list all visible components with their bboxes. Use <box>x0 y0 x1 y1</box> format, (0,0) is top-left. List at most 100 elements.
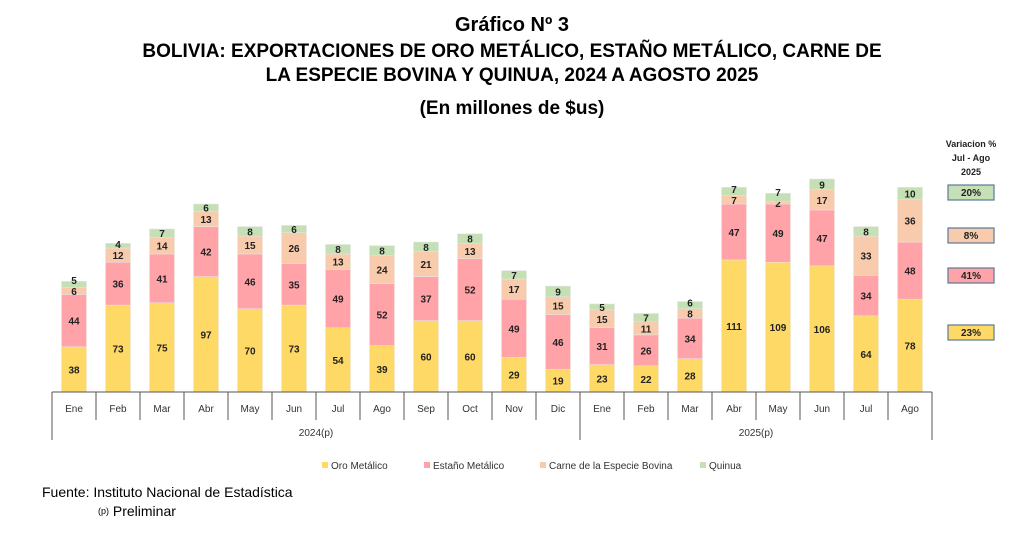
data-label: 15 <box>244 241 256 252</box>
bar-segment <box>721 259 747 393</box>
subtitle-line-2: LA ESPECIE BOVINA Y QUINUA, 2024 A AGOST… <box>265 65 759 86</box>
data-label: 33 <box>860 252 872 263</box>
variation-box <box>947 267 995 284</box>
bar-segment <box>61 346 87 393</box>
bar-segment <box>281 225 307 233</box>
data-label: 6 <box>203 204 209 215</box>
x-tick-label: Feb <box>109 404 127 415</box>
x-tick-label: May <box>241 404 260 415</box>
variation-value: 20% <box>961 188 981 199</box>
note-mark: (p) <box>98 506 109 516</box>
bar-segment <box>281 232 307 264</box>
bar-segment <box>193 203 219 212</box>
data-label: 49 <box>508 324 520 335</box>
data-label: 36 <box>112 280 124 291</box>
bar-segment <box>501 298 527 358</box>
data-label: 29 <box>508 371 520 382</box>
data-label: 49 <box>772 229 784 240</box>
bar-segment <box>193 276 219 393</box>
x-tick-label: Mar <box>153 404 171 415</box>
bar-segment <box>721 187 747 196</box>
bar-segment <box>897 298 923 393</box>
x-tick-label: Abr <box>726 404 742 415</box>
bar-segment <box>105 262 131 306</box>
bar-segment <box>413 276 439 321</box>
x-tick-label: Jun <box>814 404 830 415</box>
data-label: 26 <box>288 244 300 255</box>
data-label: 7 <box>643 313 649 324</box>
data-label: 2 <box>775 199 781 210</box>
data-label: 38 <box>68 365 80 376</box>
data-label: 13 <box>200 215 212 226</box>
data-label: 37 <box>420 295 432 306</box>
data-label: 17 <box>508 285 520 296</box>
bar-segment <box>369 245 395 256</box>
bar-segment <box>149 228 175 238</box>
data-label: 10 <box>904 189 916 200</box>
data-label: 15 <box>552 302 564 313</box>
variation-value: 41% <box>961 271 981 282</box>
bar-segment <box>149 253 175 304</box>
data-label: 5 <box>599 303 605 314</box>
data-label: 73 <box>288 345 300 356</box>
bar-segment <box>281 263 307 306</box>
data-label: 47 <box>728 228 740 239</box>
data-label: 11 <box>641 324 652 335</box>
x-tick-label: Nov <box>505 404 523 415</box>
legend-swatch <box>540 462 546 468</box>
bar-segment <box>589 364 615 393</box>
variation-value: 8% <box>964 231 979 242</box>
data-label: 97 <box>200 330 212 341</box>
data-label: 47 <box>816 234 828 245</box>
data-label: 54 <box>332 356 344 367</box>
data-label: 8 <box>379 246 385 257</box>
data-label: 64 <box>860 350 872 361</box>
variation-box <box>947 227 995 244</box>
data-label: 34 <box>860 292 872 303</box>
bar-segment <box>193 226 219 277</box>
legend-swatch <box>322 462 328 468</box>
data-label: 35 <box>288 280 300 291</box>
bar-segment <box>589 303 615 311</box>
bar-segment <box>105 243 131 249</box>
data-label: 7 <box>731 196 737 207</box>
variation-title: Variacion % <box>946 139 997 149</box>
bar-segment <box>457 233 483 244</box>
data-label: 31 <box>596 342 608 353</box>
variation-box <box>947 184 995 201</box>
variation-title: 2025 <box>961 167 981 177</box>
data-label: 42 <box>200 248 212 259</box>
legend-swatch <box>700 462 706 468</box>
data-label: 7 <box>731 185 737 196</box>
legend-label: Carne de la Especie Bovina <box>549 461 673 472</box>
bar-segment <box>237 226 263 237</box>
data-label: 52 <box>376 311 388 322</box>
data-label: 26 <box>640 346 652 357</box>
bar-segment <box>677 317 703 359</box>
data-label: 44 <box>68 317 80 328</box>
bar-segment <box>589 327 615 365</box>
x-tick-label: Abr <box>198 404 214 415</box>
bar-segment <box>765 262 791 393</box>
bar-segment <box>237 308 263 393</box>
data-label: 6 <box>687 298 693 309</box>
x-tick-label: Oct <box>462 404 478 415</box>
x-tick-label: Ago <box>901 404 919 415</box>
data-label: 14 <box>156 242 168 253</box>
data-label: 8 <box>467 234 473 245</box>
bar-segment <box>545 314 571 370</box>
data-label: 4 <box>115 240 121 251</box>
bar-segment <box>457 258 483 321</box>
bar-segment <box>545 285 571 298</box>
variation-value: 23% <box>961 328 981 339</box>
bar-segment <box>853 235 879 276</box>
source-note: Fuente: Instituto Nacional de Estadístic… <box>42 484 293 500</box>
bar-segment <box>457 320 483 393</box>
x-tick-label: Mar <box>681 404 699 415</box>
note-text: Preliminar <box>112 503 176 519</box>
data-label: 6 <box>71 287 77 298</box>
data-label: 23 <box>596 374 608 385</box>
data-label: 75 <box>156 343 168 354</box>
data-label: 60 <box>420 352 432 363</box>
bar-segment <box>325 244 351 255</box>
